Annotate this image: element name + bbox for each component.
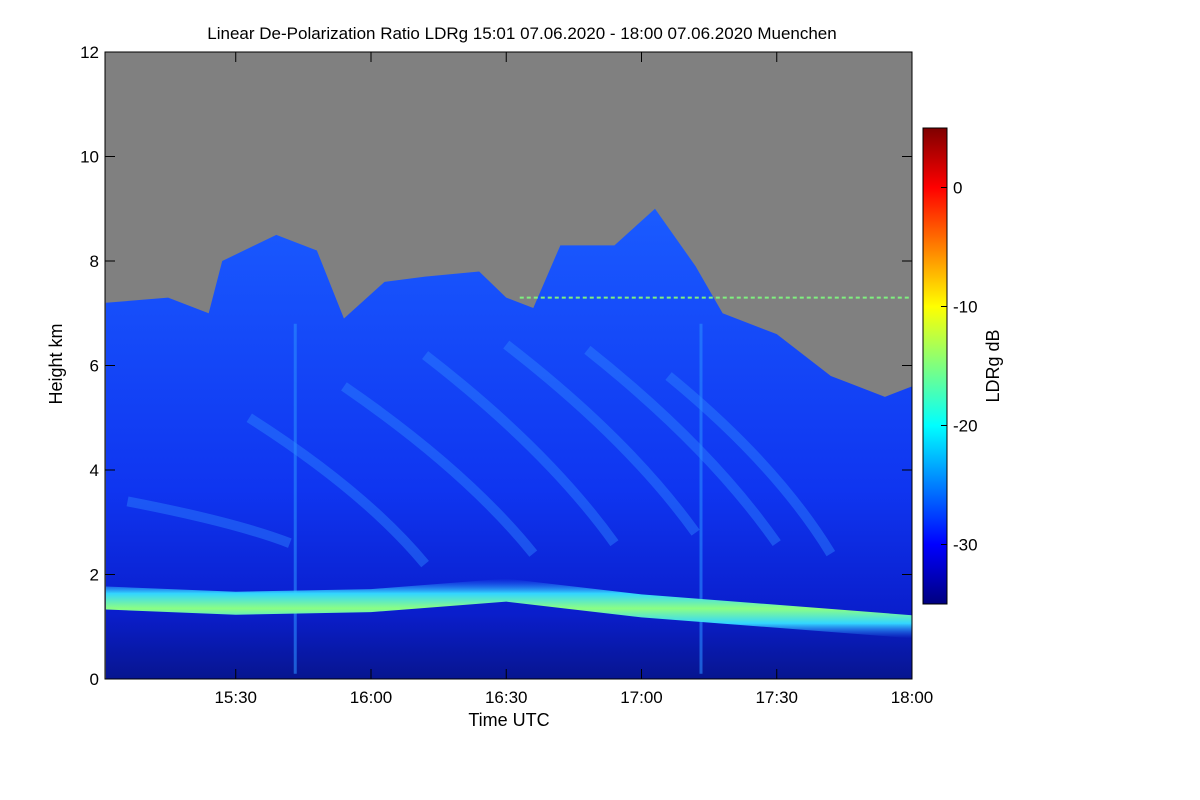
- fall-streak: [126, 496, 292, 548]
- fall-streak: [584, 345, 781, 547]
- colorbar-label: LDRg dB: [983, 329, 1003, 402]
- y-tick-label: 10: [80, 148, 99, 167]
- x-tick-label: 17:30: [755, 688, 798, 707]
- x-tick-label: 16:30: [485, 688, 528, 707]
- fall-streak: [503, 340, 700, 536]
- y-axis-label: Height km: [46, 323, 66, 404]
- plot-area: [105, 52, 912, 679]
- x-tick-label: 15:30: [214, 688, 257, 707]
- y-tick-label: 4: [90, 461, 99, 480]
- x-axis-label: Time UTC: [468, 710, 549, 730]
- colorbar-tick-label: -30: [953, 536, 978, 555]
- y-tick-label: 6: [90, 357, 99, 376]
- colorbar: [922, 127, 948, 605]
- y-tick-label: 8: [90, 252, 99, 271]
- fall-streak: [665, 372, 836, 557]
- x-axis: 15:30 16:00 16:30 17:00 17:30 18:00: [214, 52, 933, 707]
- colorbar-tick-label: -20: [953, 417, 978, 436]
- colorbar-tick-label: -10: [953, 298, 978, 317]
- x-tick-label: 17:00: [620, 688, 663, 707]
- signal-region: [105, 208, 912, 679]
- colorbar-ticks: 0 -10 -20 -30: [941, 179, 978, 555]
- x-tick-label: 18:00: [891, 688, 934, 707]
- x-tick-label: 16:00: [350, 688, 393, 707]
- fall-streak: [422, 351, 619, 547]
- fall-streak: [246, 413, 429, 568]
- fall-streak: [341, 382, 538, 557]
- y-tick-label: 0: [90, 670, 99, 689]
- colorbar-tick-label: 0: [953, 179, 962, 198]
- chart-title: Linear De-Polarization Ratio LDRg 15:01 …: [207, 24, 836, 43]
- y-axis: 0 2 4 6 8 10 12: [80, 43, 912, 689]
- y-tick-label: 2: [90, 566, 99, 585]
- y-tick-label: 12: [80, 43, 99, 62]
- boundary-layer-band: [105, 578, 912, 639]
